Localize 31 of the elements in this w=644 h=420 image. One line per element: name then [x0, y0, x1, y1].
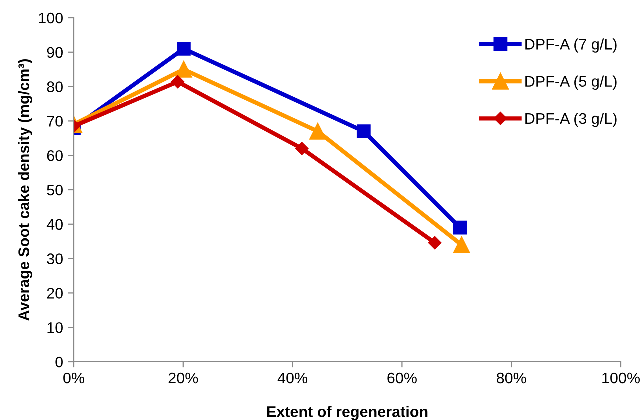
y-tick-label: 60 [47, 150, 63, 162]
x-axis-title: Extent of regeneration [267, 406, 428, 420]
legend-label: DPF-A (3 g/L) [526, 112, 617, 128]
y-tick-label: 90 [47, 47, 63, 58]
y-tick-label: 0 [56, 356, 63, 368]
y-tick-label: 40 [46, 219, 63, 230]
point [453, 236, 470, 254]
x-tick-label: 40% [278, 372, 308, 384]
point [310, 123, 326, 140]
point [428, 236, 442, 250]
y-tick-label: 100 [39, 12, 63, 24]
y-tick-label: 50 [47, 184, 63, 196]
x-tick-label: 0% [64, 372, 84, 384]
y-axis-title: Average Soot cake density (mg/cm³) [18, 59, 33, 321]
legend-label: DPF-A (7 g/L) [526, 38, 617, 53]
y-tick-label: 20 [47, 288, 63, 299]
y-tick-label: 70 [47, 116, 63, 127]
point [356, 124, 371, 138]
x-tick-label: 20% [168, 372, 198, 384]
y-tick-label: 10 [48, 322, 63, 334]
y-tick-label: 30 [47, 254, 63, 264]
point [453, 220, 468, 235]
x-tick-label: 100% [602, 372, 640, 384]
point [171, 75, 185, 89]
point [177, 42, 191, 56]
y-tick-label: 80 [47, 82, 63, 92]
point [296, 142, 309, 156]
x-tick-label: 80% [496, 372, 526, 384]
legend-label: DPF-A (5 g/L) [526, 76, 617, 90]
point [176, 61, 192, 78]
x-tick-label: 60% [388, 372, 417, 384]
